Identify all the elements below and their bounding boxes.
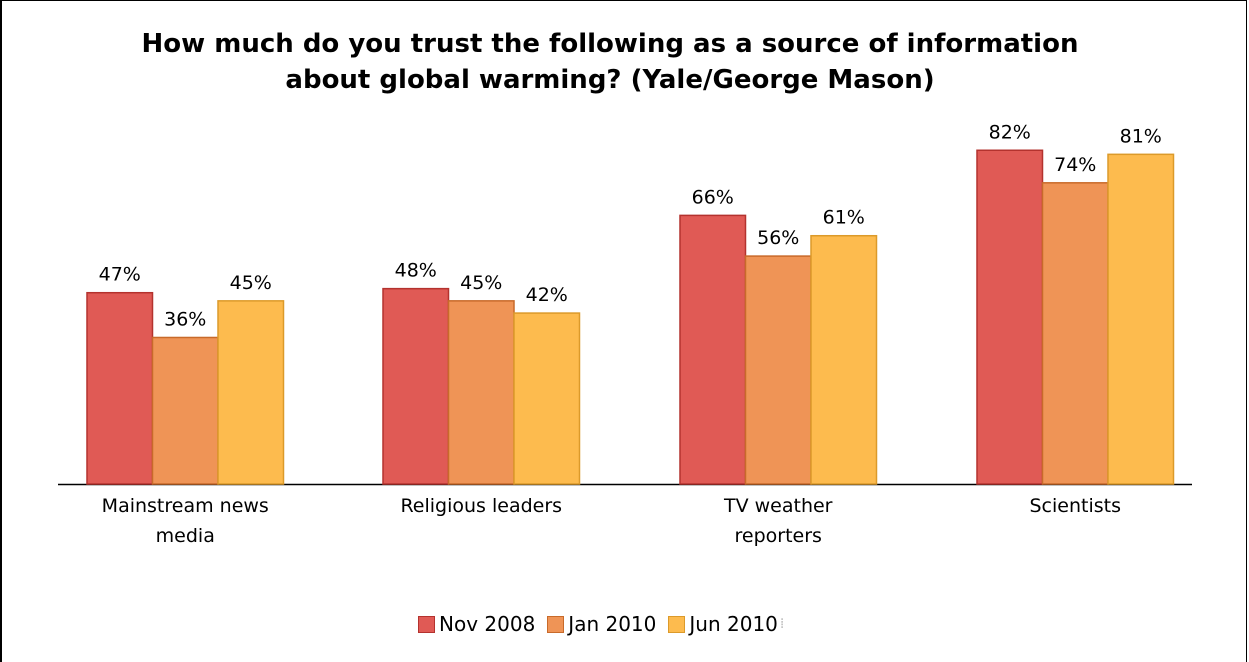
data-label-jan-2010-religious-leaders: 45% (460, 272, 502, 294)
legend-item-jan-2010: Jan 2010 (547, 612, 656, 636)
category-label-scientists: Scientists (1030, 495, 1122, 517)
legend-label-nov-2008: Nov 2008 (439, 612, 536, 636)
legend-swatch-jan-2010 (547, 615, 565, 633)
data-label-jun-2010-mainstream-news-media: 45% (230, 272, 272, 294)
legend-swatch-jun-2010 (668, 615, 686, 633)
bar-jun-2010-scientists (1107, 153, 1175, 485)
data-label-jun-2010-tv-weather-reporters: 61% (823, 207, 865, 229)
bar-jun-2010-tv-weather-reporters (810, 234, 878, 485)
data-label-jun-2010-religious-leaders: 42% (526, 284, 568, 306)
chart-title-line-2: about global warming? (Yale/George Mason… (285, 65, 935, 95)
category-label-religious-leaders: Religious leaders (400, 495, 562, 517)
legend-label-jan-2010: Jan 2010 (568, 612, 657, 636)
bar-jun-2010-mainstream-news-media (217, 300, 285, 485)
bar-jan-2010-mainstream-news-media (151, 336, 219, 485)
legend-label-jun-2010: Jun 2010 (689, 612, 778, 636)
chart-title: How much do you trust the following as a… (60, 26, 1160, 98)
data-label-jan-2010-tv-weather-reporters: 56% (757, 227, 799, 249)
bar-jan-2010-scientists (1041, 182, 1109, 485)
category-label-mainstream-news-media-line-2: media (156, 525, 215, 547)
bar-jan-2010-religious-leaders (447, 300, 515, 485)
data-label-nov-2008-scientists: 82% (989, 121, 1031, 143)
category-label-mainstream-news-media-line-1: Mainstream news (102, 495, 269, 517)
data-label-nov-2008-tv-weather-reporters: 66% (692, 186, 734, 208)
bar-nov-2008-mainstream-news-media (86, 291, 154, 485)
chart-legend: Nov 2008 Jan 2010 Jun 2010 ⁞ (418, 612, 796, 636)
data-label-jan-2010-scientists: 74% (1054, 154, 1096, 176)
chart-title-line-1: How much do you trust the following as a… (141, 29, 1079, 59)
bar-chart: 47% 36% 45% Mainstream news media 48% 45% 42% Re… (58, 121, 1192, 547)
bar-nov-2008-scientists (976, 149, 1044, 485)
legend-resize-mark: ⁞ (779, 616, 785, 632)
bar-nov-2008-tv-weather-reporters (679, 214, 747, 485)
category-label-tv-weather-reporters-line-2: reporters (735, 525, 822, 547)
legend-item-nov-2008: Nov 2008 (418, 612, 535, 636)
category-label-tv-weather-reporters-line-1: TV weather (723, 495, 833, 517)
data-label-nov-2008-mainstream-news-media: 47% (99, 264, 141, 286)
bar-jun-2010-religious-leaders (513, 312, 581, 485)
data-label-jun-2010-scientists: 81% (1120, 125, 1162, 147)
legend-swatch-nov-2008 (418, 615, 435, 633)
data-label-nov-2008-religious-leaders: 48% (395, 260, 437, 282)
data-label-jan-2010-mainstream-news-media: 36% (164, 308, 206, 330)
bar-jan-2010-tv-weather-reporters (744, 255, 812, 485)
legend-item-jun-2010: Jun 2010 ⁞ (668, 612, 784, 636)
bar-nov-2008-religious-leaders (382, 287, 450, 485)
